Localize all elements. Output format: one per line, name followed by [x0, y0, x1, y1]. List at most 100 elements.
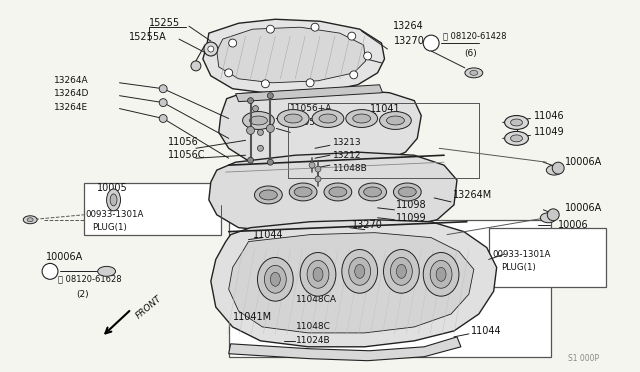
- Text: 10006A: 10006A: [565, 203, 602, 213]
- Text: (2): (2): [76, 290, 88, 299]
- Circle shape: [246, 126, 255, 134]
- Ellipse shape: [264, 265, 286, 293]
- Ellipse shape: [387, 116, 404, 125]
- Circle shape: [225, 69, 233, 77]
- Ellipse shape: [399, 187, 416, 197]
- Bar: [489, 228, 606, 287]
- Ellipse shape: [270, 272, 280, 286]
- Circle shape: [266, 25, 275, 33]
- Ellipse shape: [353, 114, 371, 123]
- Text: 11048B: 11048B: [333, 164, 367, 173]
- Text: 11056C: 11056C: [168, 150, 205, 160]
- Ellipse shape: [355, 264, 365, 278]
- Ellipse shape: [342, 250, 378, 293]
- Text: 10006A: 10006A: [565, 157, 602, 167]
- Text: 11056: 11056: [168, 137, 199, 147]
- Polygon shape: [236, 85, 383, 102]
- Text: (6): (6): [464, 48, 477, 58]
- Ellipse shape: [110, 194, 117, 206]
- Ellipse shape: [346, 110, 378, 128]
- Ellipse shape: [255, 186, 282, 204]
- Circle shape: [306, 79, 314, 87]
- Ellipse shape: [98, 266, 116, 276]
- Circle shape: [309, 162, 315, 168]
- Text: 11041M: 11041M: [233, 312, 272, 322]
- Text: Ⓑ 08120-61628: Ⓑ 08120-61628: [58, 275, 122, 284]
- Circle shape: [268, 159, 273, 165]
- Polygon shape: [217, 27, 365, 83]
- Ellipse shape: [289, 183, 317, 201]
- Text: 11041: 11041: [370, 103, 400, 113]
- Ellipse shape: [504, 116, 529, 129]
- Ellipse shape: [294, 187, 312, 197]
- Circle shape: [364, 52, 372, 60]
- Circle shape: [262, 80, 269, 88]
- Circle shape: [228, 39, 237, 47]
- Text: 15255A: 15255A: [129, 32, 167, 42]
- Circle shape: [552, 162, 564, 174]
- Text: 11056C: 11056C: [293, 118, 328, 127]
- Text: 11048CA: 11048CA: [296, 295, 337, 304]
- Text: 13270: 13270: [394, 36, 426, 46]
- Circle shape: [257, 145, 264, 151]
- Text: 11044: 11044: [253, 230, 283, 240]
- Ellipse shape: [107, 189, 120, 211]
- Polygon shape: [211, 220, 497, 347]
- Ellipse shape: [307, 260, 329, 288]
- Text: 11044: 11044: [471, 326, 502, 336]
- Text: 13212: 13212: [333, 151, 362, 160]
- Circle shape: [266, 125, 275, 132]
- Ellipse shape: [504, 131, 529, 145]
- Text: Ⓑ 08120-61428: Ⓑ 08120-61428: [443, 32, 507, 41]
- Ellipse shape: [284, 114, 302, 123]
- Ellipse shape: [396, 264, 406, 278]
- Ellipse shape: [364, 187, 381, 197]
- Circle shape: [547, 209, 559, 221]
- Circle shape: [268, 93, 273, 99]
- Circle shape: [423, 35, 439, 51]
- Bar: [84, 183, 221, 235]
- Polygon shape: [228, 232, 474, 333]
- Ellipse shape: [259, 190, 277, 200]
- Ellipse shape: [250, 116, 268, 125]
- Circle shape: [311, 23, 319, 31]
- Bar: [228, 220, 551, 357]
- Text: 13213: 13213: [333, 138, 362, 147]
- Text: 00933-1301A: 00933-1301A: [493, 250, 551, 259]
- Circle shape: [191, 61, 201, 71]
- Text: 13264M: 13264M: [453, 190, 492, 200]
- Ellipse shape: [319, 114, 337, 123]
- Ellipse shape: [390, 257, 412, 285]
- Ellipse shape: [313, 267, 323, 281]
- Text: 13264A: 13264A: [54, 76, 88, 85]
- Circle shape: [159, 85, 167, 93]
- Ellipse shape: [380, 112, 412, 129]
- Ellipse shape: [436, 267, 446, 281]
- Circle shape: [159, 99, 167, 107]
- Ellipse shape: [28, 218, 33, 222]
- Text: PLUG(1): PLUG(1): [500, 263, 536, 272]
- Ellipse shape: [547, 165, 562, 175]
- Ellipse shape: [277, 110, 309, 128]
- Circle shape: [315, 176, 321, 182]
- Circle shape: [208, 46, 214, 52]
- Ellipse shape: [243, 112, 275, 129]
- Text: 13264D: 13264D: [54, 89, 90, 98]
- Text: 11056+A: 11056+A: [290, 104, 333, 113]
- Ellipse shape: [511, 135, 522, 142]
- Text: 11098: 11098: [396, 200, 427, 210]
- Ellipse shape: [470, 70, 478, 76]
- Ellipse shape: [257, 257, 293, 301]
- Text: 11099: 11099: [396, 213, 427, 223]
- Circle shape: [348, 32, 356, 40]
- Circle shape: [159, 115, 167, 122]
- Ellipse shape: [349, 257, 371, 285]
- Circle shape: [248, 98, 253, 104]
- Text: S1 000P: S1 000P: [568, 354, 599, 363]
- Text: B: B: [429, 39, 434, 48]
- Text: B: B: [47, 267, 52, 276]
- Ellipse shape: [300, 253, 336, 296]
- Text: 11024B: 11024B: [296, 336, 331, 345]
- Text: 13264: 13264: [394, 21, 424, 31]
- Ellipse shape: [23, 216, 37, 224]
